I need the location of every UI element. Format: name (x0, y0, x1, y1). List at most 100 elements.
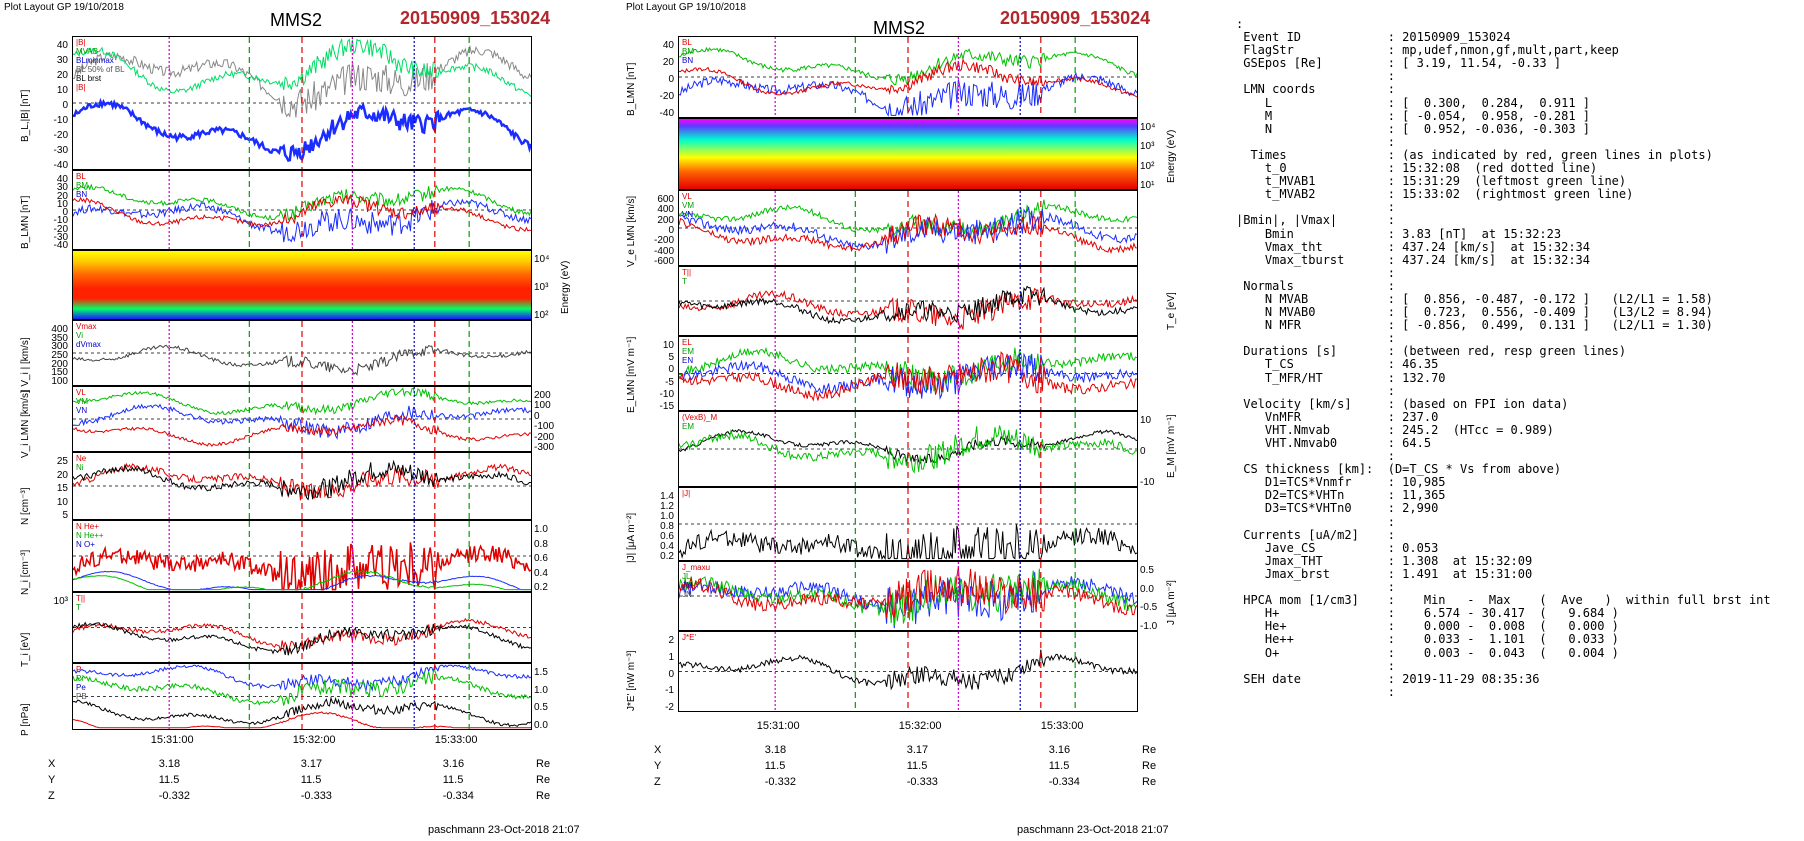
coord-value: 3.16 (1048, 744, 1071, 756)
ytick: -30 (53, 231, 68, 243)
ytick-right: 0.0 (534, 720, 548, 731)
ytick-right: 0 (534, 410, 540, 422)
legend-b-lmn: BM (76, 181, 88, 190)
legend-elmn: EM (682, 347, 694, 356)
panel-je (678, 631, 1138, 712)
ytick: -600 (653, 256, 674, 267)
legend-vi: dVmax (76, 340, 101, 349)
ylabel-velmn: V_e LMN [km/s] (626, 195, 637, 267)
ylabel-j: |J| [μA m⁻²] (626, 512, 637, 563)
legend-p: P (76, 665, 82, 674)
coord-value: 11.5 (300, 774, 322, 786)
coord-value: 3.18 (764, 744, 787, 756)
ytick: 200 (657, 214, 674, 226)
ytick: 10 (56, 198, 68, 210)
legend-blmn: BL (682, 38, 692, 47)
ytick-right: 10⁴ (1140, 122, 1156, 133)
ytick: 0 (62, 207, 68, 218)
panel-te (678, 266, 1138, 336)
panel-energy (72, 250, 532, 320)
ylabel-b-lmn: B_LMN [nT] (20, 195, 31, 249)
ytick: 20 (56, 469, 68, 481)
ytick: 400 (657, 204, 674, 216)
legend-j: |J| (682, 489, 691, 498)
panel-te-plot (679, 267, 1137, 335)
panel-jlmn (678, 561, 1138, 631)
xtick: 15:32:00 (898, 720, 942, 732)
legend-b-abs: |B| (76, 38, 86, 47)
ytick: 350 (51, 332, 68, 344)
panel-ti (72, 592, 532, 663)
coord-name: X (48, 758, 56, 770)
ytick: 30 (56, 55, 68, 66)
legend-ti: T|| (76, 594, 86, 603)
ytick-right: 0 (1140, 446, 1146, 457)
ytick: 10 (662, 340, 674, 351)
panel-vilmn (72, 386, 532, 452)
coord-value: -0.334 (1048, 776, 1080, 788)
coord-value: -0.333 (906, 776, 938, 788)
ytick-right: -200 (534, 431, 555, 443)
panel-elmn (678, 336, 1138, 411)
legend-velmn: VN (682, 210, 694, 219)
series-ti-0 (73, 617, 531, 653)
ytick-right: 10² (1140, 160, 1155, 172)
coord-value: -0.333 (300, 790, 332, 802)
ytick-right: 10³ (1140, 141, 1155, 153)
ytick-right: 200 (534, 390, 551, 401)
ytick: 2 (668, 635, 674, 646)
xtick: 15:31:00 (756, 720, 800, 732)
ytick: 0 (668, 225, 674, 236)
panel-b-abs (72, 36, 532, 170)
ytick: 250 (51, 350, 68, 361)
ytick: 40 (662, 40, 674, 51)
ytick: 15 (56, 483, 68, 494)
coord-name: Y (654, 760, 662, 772)
ytick: 10 (56, 496, 68, 508)
legend-p: Pe (76, 683, 86, 692)
series-velmn-2 (679, 213, 1137, 255)
coord-value: 3.18 (158, 758, 181, 770)
coord-value: 11.5 (764, 760, 786, 772)
footer-right: paschmann 23-Oct-2018 21:07 (1017, 824, 1169, 836)
ytick: 5 (62, 510, 68, 521)
ytick-right: 10² (534, 310, 549, 321)
right-label-em: E_M [mV m⁻¹] (1166, 414, 1177, 478)
plot-layout-label-left: Plot Layout GP 19/10/2018 (4, 2, 124, 13)
ytick-right: 10⁴ (534, 254, 550, 265)
ytick-right: 1.0 (534, 684, 548, 696)
ytick: -10 (53, 115, 68, 126)
ytick: 0.4 (660, 541, 674, 552)
panel-ni-plot (73, 521, 531, 591)
panel-blmn-plot (679, 37, 1137, 117)
ylabel-elmn: E_LMN [mV m⁻¹] (626, 336, 637, 413)
series-vi-0 (73, 344, 531, 376)
panel-elmn-plot (679, 337, 1137, 410)
series-p-2 (73, 696, 531, 728)
legend-jlmn: JN (682, 590, 692, 599)
ytick: 20 (56, 70, 68, 81)
ytick: 20 (56, 190, 68, 202)
right-label-energy: Energy (eV) (1166, 129, 1177, 183)
panel-p-plot (73, 664, 531, 729)
panel-jlmn-plot (679, 562, 1137, 630)
ytick: 0.6 (660, 531, 674, 542)
ytick: -5 (665, 376, 674, 388)
ytick: 10³ (53, 596, 68, 607)
series-ni-2 (73, 570, 531, 591)
ytick: 40 (56, 40, 68, 51)
coord-unit: Re (536, 790, 551, 802)
legend-velmn: VL (682, 192, 692, 201)
legend-n: Ne (76, 454, 87, 463)
ytick-right: -10 (1140, 477, 1155, 488)
legend-je: J*E' (682, 633, 696, 642)
legend-b-lmn: BL (76, 172, 86, 181)
ytick: 0 (668, 668, 674, 680)
coord-value: 3.17 (906, 744, 929, 756)
ytick: -40 (659, 108, 674, 119)
coord-unit: Re (536, 758, 551, 770)
coord-value: 11.5 (1048, 760, 1070, 772)
ytick-right: 0.0 (1140, 583, 1154, 595)
legend-jlmn: J_maxu (682, 563, 711, 572)
legend-ti: T (76, 603, 81, 612)
